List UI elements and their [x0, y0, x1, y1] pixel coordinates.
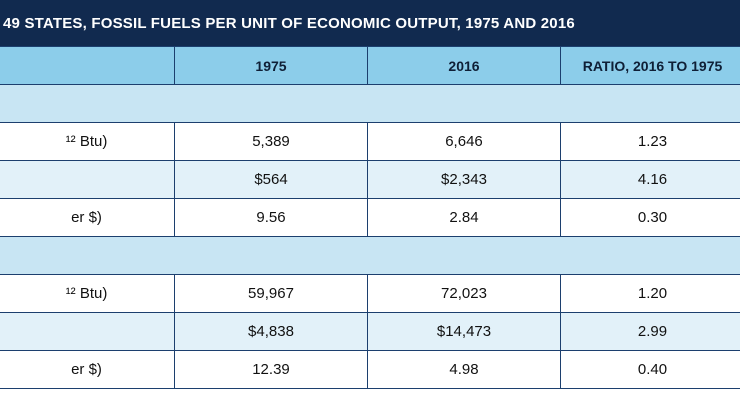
table-row: ¹² Btu) 5,389 6,646 1.23	[0, 122, 740, 161]
cell-1975: 9.56	[174, 198, 368, 237]
table-row: $4,838 $14,473 2.99	[0, 312, 740, 351]
row-label: er $)	[0, 198, 175, 237]
section-label	[0, 236, 740, 275]
section-row	[0, 236, 740, 275]
cell-2016: $14,473	[367, 312, 561, 351]
row-label: er $)	[0, 350, 175, 389]
cell-ratio: 2.99	[560, 312, 740, 351]
cell-2016: 6,646	[367, 122, 561, 161]
header-ratio: RATIO, 2016 TO 1975	[560, 46, 740, 85]
table-title: 49 STATES, FOSSIL FUELS PER UNIT OF ECON…	[3, 14, 575, 32]
cell-1975: 5,389	[174, 122, 368, 161]
table-row: $564 $2,343 4.16	[0, 160, 740, 199]
cell-ratio: 1.20	[560, 274, 740, 313]
cell-ratio: 4.16	[560, 160, 740, 199]
cell-2016: $2,343	[367, 160, 561, 199]
header-row: 1975 2016 RATIO, 2016 TO 1975	[0, 46, 740, 85]
row-label	[0, 312, 175, 351]
row-label	[0, 160, 175, 199]
row-label: ¹² Btu)	[0, 274, 175, 313]
table-row: er $) 12.39 4.98 0.40	[0, 350, 740, 389]
cell-ratio: 1.23	[560, 122, 740, 161]
row-label: ¹² Btu)	[0, 122, 175, 161]
cell-1975: 59,967	[174, 274, 368, 313]
cell-1975: 12.39	[174, 350, 368, 389]
cell-2016: 4.98	[367, 350, 561, 389]
cell-1975: $4,838	[174, 312, 368, 351]
header-1975: 1975	[174, 46, 368, 85]
data-table: 1975 2016 RATIO, 2016 TO 1975 ¹² Btu) 5,…	[0, 46, 740, 389]
header-label-cell	[0, 46, 175, 85]
cell-ratio: 0.40	[560, 350, 740, 389]
section-row	[0, 84, 740, 123]
cell-1975: $564	[174, 160, 368, 199]
section-label	[0, 84, 740, 123]
cell-2016: 72,023	[367, 274, 561, 313]
table-row: ¹² Btu) 59,967 72,023 1.20	[0, 274, 740, 313]
table-row: er $) 9.56 2.84 0.30	[0, 198, 740, 237]
header-2016: 2016	[367, 46, 561, 85]
cell-ratio: 0.30	[560, 198, 740, 237]
table-title-bar: 49 STATES, FOSSIL FUELS PER UNIT OF ECON…	[0, 0, 740, 46]
cell-2016: 2.84	[367, 198, 561, 237]
